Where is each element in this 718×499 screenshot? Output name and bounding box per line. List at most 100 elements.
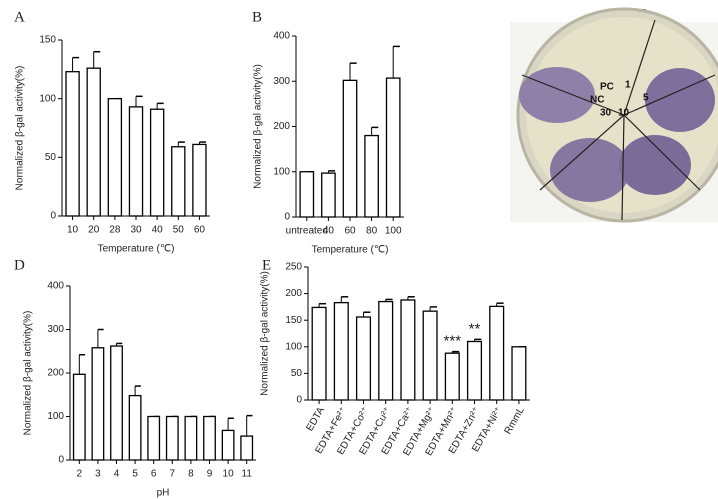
bar	[422, 310, 438, 401]
panel-letter: D	[14, 257, 25, 273]
bar	[444, 352, 460, 401]
bar	[184, 415, 198, 461]
y-tick-label: 50	[291, 368, 303, 379]
x-tick-label: 60	[194, 225, 206, 236]
y-tick-label: 100	[39, 93, 56, 104]
x-tick-label: untreated	[286, 226, 328, 237]
bar	[65, 71, 80, 217]
y-tick-label: 150	[39, 35, 56, 46]
bar	[511, 346, 527, 401]
photo-label: 30	[600, 108, 612, 119]
y-tick-label: 150	[285, 315, 302, 326]
bar	[489, 305, 505, 401]
y-tick-label: 100	[47, 411, 64, 422]
x-tick-label: 3	[95, 469, 101, 480]
y-tick-label: 200	[285, 288, 302, 299]
x-tick-label: 4	[114, 469, 120, 480]
x-tick-label: 2	[77, 469, 83, 480]
bar	[378, 300, 394, 401]
x-tick-label: 10	[223, 469, 235, 480]
bar	[203, 415, 216, 461]
bar	[400, 299, 416, 401]
x-tick-label: 9	[207, 469, 213, 480]
y-tick-label: 200	[47, 368, 64, 379]
bar	[299, 171, 315, 218]
annotation: **	[469, 320, 481, 337]
y-tick-label: 300	[47, 324, 64, 335]
halo	[550, 138, 630, 202]
x-axis-label: pH	[157, 488, 170, 499]
photo-label: 1	[625, 80, 631, 91]
bar	[385, 77, 401, 218]
x-tick-label: 50	[173, 225, 185, 236]
y-tick-label: 0	[284, 212, 290, 223]
bar	[240, 435, 254, 461]
y-axis-label: Normalized β-gal activity(%)	[260, 271, 271, 396]
photo-label: 10	[618, 108, 630, 119]
y-tick-label: 250	[285, 262, 302, 273]
x-axis-label: Temperature (℃)	[312, 245, 389, 256]
dividers	[521, 19, 716, 221]
y-tick-label: 400	[47, 281, 64, 292]
bar	[91, 347, 105, 461]
photo-panel: C PC 1 5 10 30 NC	[510, 6, 718, 223]
x-tick-label: 28	[109, 225, 121, 236]
photo-label: 5	[643, 93, 649, 104]
bar	[355, 316, 372, 401]
y-tick-label: 0	[58, 455, 64, 466]
y-tick-label: 200	[273, 121, 290, 132]
x-tick-label: 20	[88, 225, 100, 236]
y-axis-label: Normalized β-gal activity(%)	[253, 64, 264, 189]
bar	[221, 429, 235, 461]
halo	[645, 68, 715, 132]
x-tick-label: 8	[188, 469, 194, 480]
bar	[128, 106, 144, 217]
x-tick-label: 60	[344, 226, 356, 237]
annotation: ***	[444, 333, 462, 350]
bar	[149, 108, 165, 217]
x-tick-label: 10	[67, 225, 79, 236]
bar	[165, 415, 179, 461]
x-tick-label: 100	[385, 226, 402, 237]
bar	[364, 134, 379, 218]
x-tick-label: EDTA	[304, 405, 327, 433]
halo	[619, 135, 691, 195]
bar	[311, 306, 327, 401]
x-tick-label: 30	[130, 225, 142, 236]
y-axis-label: Normalized β-gal activity(%)	[15, 66, 26, 191]
bar	[86, 67, 101, 217]
x-tick-label: 11	[242, 469, 253, 480]
bar	[192, 143, 207, 217]
x-tick-label: 40	[152, 225, 164, 236]
y-tick-label: 100	[285, 341, 302, 352]
bar	[110, 345, 123, 461]
bar	[342, 79, 358, 218]
y-tick-label: 0	[296, 395, 302, 406]
x-tick-label: 40	[323, 226, 335, 237]
bar	[128, 394, 142, 461]
photo-label: NC	[590, 95, 604, 106]
x-tick-label: 5	[132, 469, 138, 480]
y-tick-label: 400	[273, 31, 290, 42]
bar	[171, 146, 186, 217]
panel-letter: B	[252, 9, 262, 25]
y-tick-label: 300	[273, 76, 290, 87]
y-tick-label: 100	[273, 166, 290, 177]
x-tick-label: 7	[170, 469, 176, 480]
x-tick-label: RmmL	[503, 405, 527, 436]
bar	[107, 98, 123, 217]
bar	[333, 301, 349, 401]
y-tick-label: 0	[50, 211, 56, 222]
bar	[147, 415, 161, 461]
bar	[72, 373, 86, 461]
bar	[466, 340, 483, 401]
y-tick-label: 50	[45, 152, 57, 163]
bar	[321, 172, 336, 218]
panel-letter: E	[262, 257, 271, 273]
y-axis-label: Normalized β-gal activity(%)	[23, 311, 34, 436]
photo-label: PC	[600, 82, 614, 93]
x-tick-label: 6	[151, 469, 157, 480]
panel-letter: A	[14, 9, 25, 25]
